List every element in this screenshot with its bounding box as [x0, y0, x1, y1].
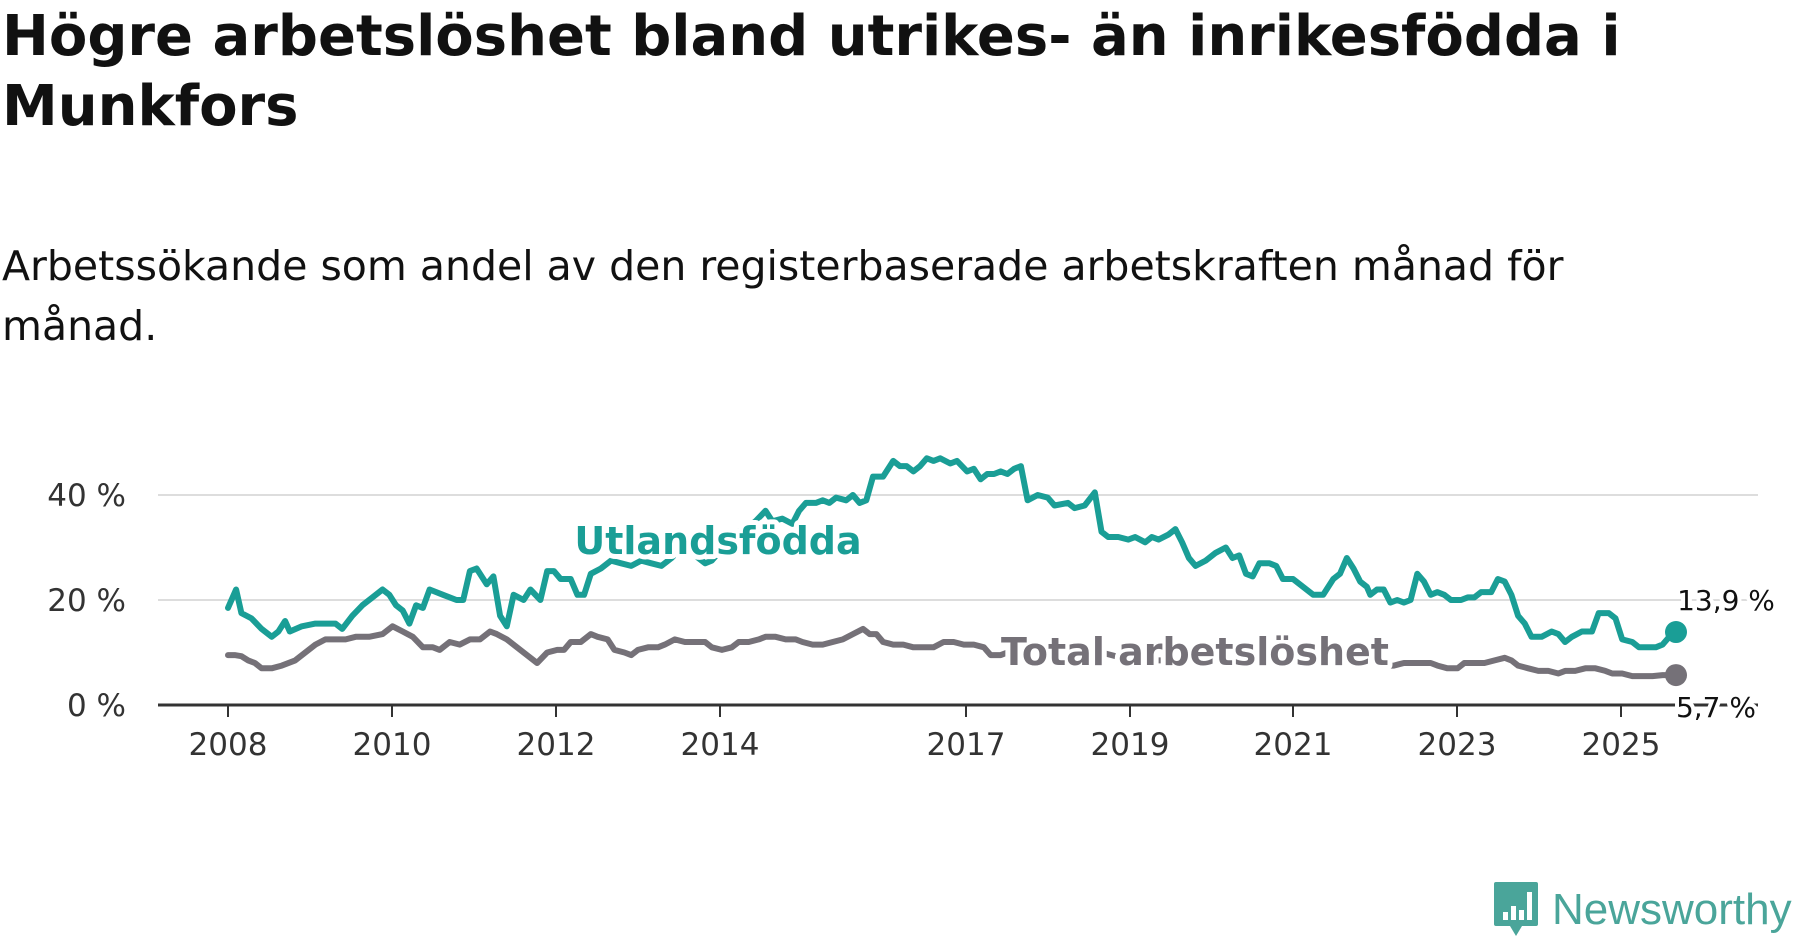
series-label-total: Total arbetslöshet [1001, 630, 1389, 674]
x-tick-label: 2023 [1418, 727, 1497, 763]
x-tick-label: 2010 [353, 727, 432, 763]
series-line-utlandsfodda [225, 455, 1679, 651]
end-label-halo: 5,7 % [1676, 691, 1756, 724]
y-tick-label: 0 % [67, 688, 126, 724]
x-tick-label: 2012 [517, 727, 596, 763]
x-tick-label: 2014 [681, 727, 760, 763]
newsworthy-logo-icon [1494, 882, 1538, 936]
x-tick-label: 2017 [927, 727, 1006, 763]
brand-logo: Newsworthy [1492, 880, 1792, 940]
series-label-halo: Total arbetslöshet [1001, 630, 1389, 674]
brand-name: Newsworthy [1552, 885, 1792, 934]
chart-subtitle: Arbetssökande som andel av den registerb… [2, 242, 1564, 350]
chart-title: Högre arbetslöshet bland utrikes- än inr… [2, 4, 1621, 139]
y-tick-label: 40 % [47, 478, 126, 514]
end-marker-utlandsfodda [1665, 621, 1687, 644]
end-marker-total [1665, 664, 1687, 687]
x-tick-label: 2008 [189, 727, 268, 763]
x-tick-label: 2021 [1254, 727, 1333, 763]
end-label-utlandsfodda: 13,9 % [1677, 584, 1775, 617]
series-line-total [225, 623, 1679, 680]
series-label-halo: Utlandsfödda [574, 519, 861, 563]
end-label-halo: 13,9 % [1677, 584, 1775, 617]
x-tick-label: 2019 [1091, 727, 1170, 763]
series-label-utlandsfodda: Utlandsfödda [574, 519, 861, 563]
y-tick-label: 20 % [47, 583, 126, 619]
end-label-total: 5,7 % [1676, 691, 1756, 724]
x-tick-label: 2025 [1582, 727, 1661, 763]
